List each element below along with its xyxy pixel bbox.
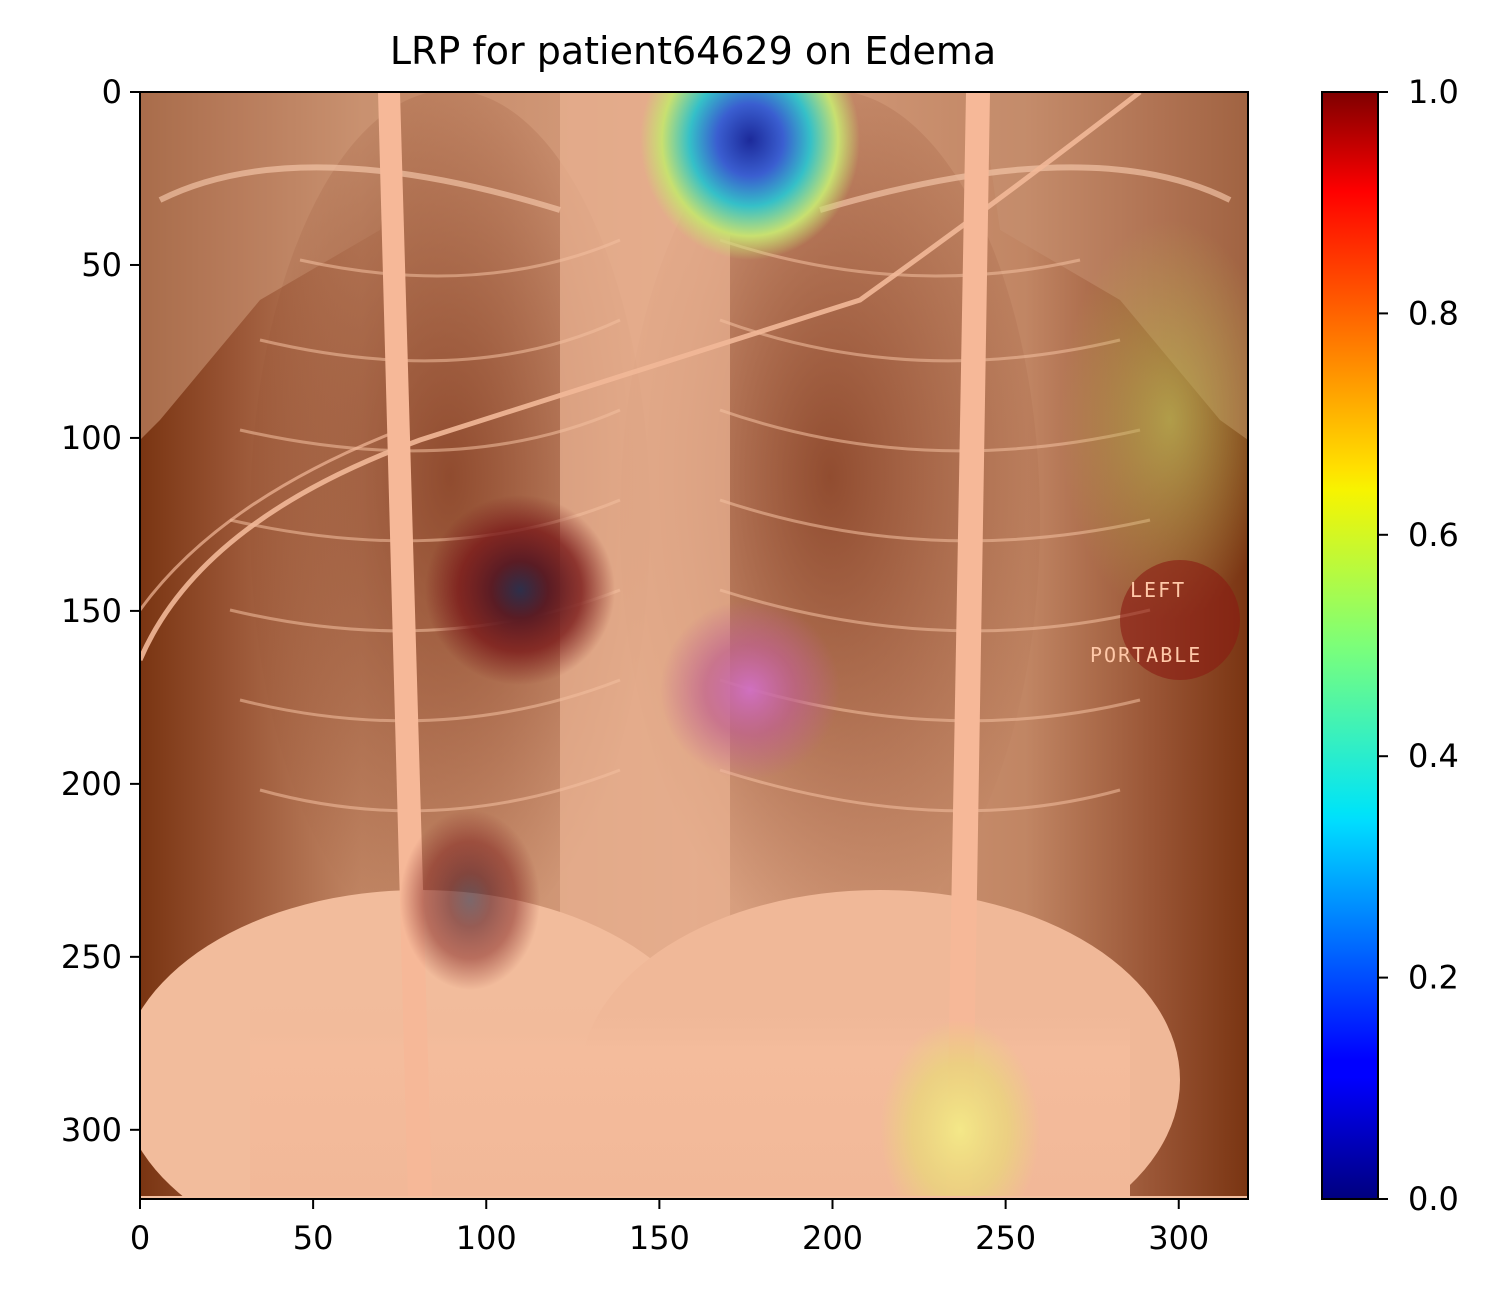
plot-frame: [139, 91, 1249, 1200]
colorbar-frame: [1321, 91, 1379, 1200]
y-tick-label: 150: [61, 592, 122, 630]
x-tick-label: 0: [130, 1219, 150, 1257]
x-axis: 0 50 100 150 200 250 300: [130, 1199, 1209, 1257]
colorbar-tick-label: 0.6: [1408, 516, 1459, 554]
x-tick-label: 150: [629, 1219, 690, 1257]
y-tick-label: 300: [61, 1111, 122, 1149]
x-tick-label: 50: [293, 1219, 334, 1257]
colorbar-tick-label: 0.2: [1408, 959, 1459, 997]
y-tick-label: 50: [81, 246, 122, 284]
colorbar-tick-label: 0.4: [1408, 737, 1459, 775]
overlay-label-left: LEFT: [1130, 578, 1186, 602]
y-tick-label: 200: [61, 765, 122, 803]
overlay-label-portable: PORTABLE: [1090, 643, 1202, 667]
x-tick-label: 100: [456, 1219, 517, 1257]
colorbar-tick-label: 0.0: [1408, 1180, 1459, 1218]
colorbar: 0.0 0.2 0.4 0.6 0.8 1.0: [1321, 73, 1459, 1218]
x-tick-label: 300: [1148, 1219, 1209, 1257]
y-tick-label: 100: [61, 419, 122, 457]
y-tick-label: 250: [61, 938, 122, 976]
y-axis: 0 50 100 150 200 250 300: [61, 73, 140, 1149]
colorbar-tick-label: 0.8: [1408, 294, 1459, 332]
colorbar-gradient: [1322, 92, 1378, 1199]
xray-heatmap-image: LEFT PORTABLE: [140, 92, 1248, 1199]
x-tick-label: 250: [975, 1219, 1036, 1257]
chart-title: LRP for patient64629 on Edema: [390, 29, 996, 73]
x-tick-label: 200: [802, 1219, 863, 1257]
y-tick-label: 0: [102, 73, 122, 111]
colorbar-tick-label: 1.0: [1408, 73, 1459, 111]
